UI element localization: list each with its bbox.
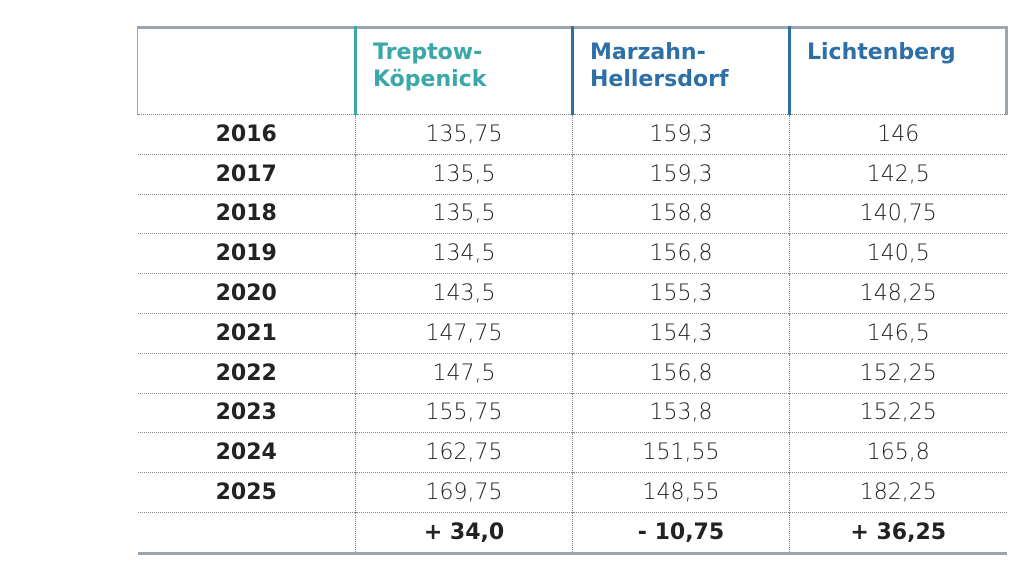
value-cell: 147,5 <box>355 352 573 394</box>
value-cell: 156,8 <box>572 233 790 274</box>
value-cell: 155,3 <box>572 273 790 314</box>
year-cell: 2017 <box>137 153 356 195</box>
year-cell: 2024 <box>137 432 356 473</box>
value-cell: 153,8 <box>572 392 790 433</box>
data-table: Treptow- Köpenick Marzahn- Hellersdorf Lic… <box>137 26 1008 555</box>
value-cell: 152,25 <box>789 392 1007 433</box>
value-cell: 182,25 <box>789 472 1007 513</box>
value-cell: 134,5 <box>355 233 573 274</box>
header-row: Treptow- Köpenick Marzahn- Hellersdorf Lic… <box>137 27 1008 115</box>
value-cell: 142,5 <box>789 153 1007 195</box>
value-cell: 165,8 <box>789 432 1007 473</box>
year-cell: 2018 <box>137 193 356 234</box>
summary-cell: - 10,75 <box>572 511 790 554</box>
year-cell: 2021 <box>137 312 356 354</box>
value-cell: 135,5 <box>355 153 573 195</box>
header-cell: Treptow- Köpenick <box>354 27 573 115</box>
value-cell: 135,75 <box>355 114 573 155</box>
table-row: 2025 169,75 148,55 182,25 <box>137 472 1007 513</box>
header-cell <box>137 27 356 115</box>
value-cell: 152,25 <box>789 352 1007 394</box>
value-cell: 143,5 <box>355 273 573 314</box>
value-cell: 151,55 <box>572 432 790 473</box>
table-row: 2019 134,5 156,8 140,5 <box>137 233 1007 274</box>
value-cell: 146 <box>789 114 1007 155</box>
table-row: 2022 147,5 156,8 152,25 <box>137 352 1007 394</box>
value-cell: 159,3 <box>572 153 790 195</box>
value-cell: 154,3 <box>572 312 790 354</box>
year-cell: 2020 <box>137 273 356 314</box>
value-cell: 147,75 <box>355 312 573 354</box>
summary-cell: + 36,25 <box>789 511 1007 554</box>
value-cell: 158,8 <box>572 193 790 234</box>
table-row: 2021 147,75 154,3 146,5 <box>137 312 1007 354</box>
value-cell: 140,75 <box>789 193 1007 234</box>
value-cell: 146,5 <box>789 312 1007 354</box>
year-cell: 2019 <box>137 233 356 274</box>
summary-row: + 34,0- 10,75 + 36,25 <box>137 511 1007 554</box>
table-body: 2016 135,75 159,3 146 2017 135,5 159,3 142,5 201… <box>137 114 1007 554</box>
value-cell: 155,75 <box>355 392 573 433</box>
summary-cell: + 34,0 <box>355 511 573 554</box>
table-row: 2020 143,5 155,3 148,25 <box>137 273 1007 314</box>
year-cell: 2016 <box>137 114 356 155</box>
year-cell: 2025 <box>137 472 356 513</box>
table-row: 2017 135,5 159,3 142,5 <box>137 153 1007 195</box>
header-cell: Marzahn- Hellersdorf <box>571 27 790 115</box>
table-row: 2024 162,75 151,55 165,8 <box>137 432 1007 473</box>
year-cell: 2023 <box>137 392 356 433</box>
table-row: 2016 135,75 159,3 146 <box>137 114 1007 155</box>
value-cell: 156,8 <box>572 352 790 394</box>
value-cell: 148,55 <box>572 472 790 513</box>
year-cell: 2022 <box>137 352 356 394</box>
table-row: 2018 135,5 158,8 140,75 <box>137 193 1007 234</box>
value-cell: 140,5 <box>789 233 1007 274</box>
value-cell: 135,5 <box>355 193 573 234</box>
value-cell: 162,75 <box>355 432 573 473</box>
value-cell: 169,75 <box>355 472 573 513</box>
header-cell: Lichtenberg <box>788 27 1008 115</box>
summary-cell <box>137 511 356 554</box>
table-row: 2023 155,75 153,8 152,25 <box>137 392 1007 433</box>
value-cell: 159,3 <box>572 114 790 155</box>
value-cell: 148,25 <box>789 273 1007 314</box>
